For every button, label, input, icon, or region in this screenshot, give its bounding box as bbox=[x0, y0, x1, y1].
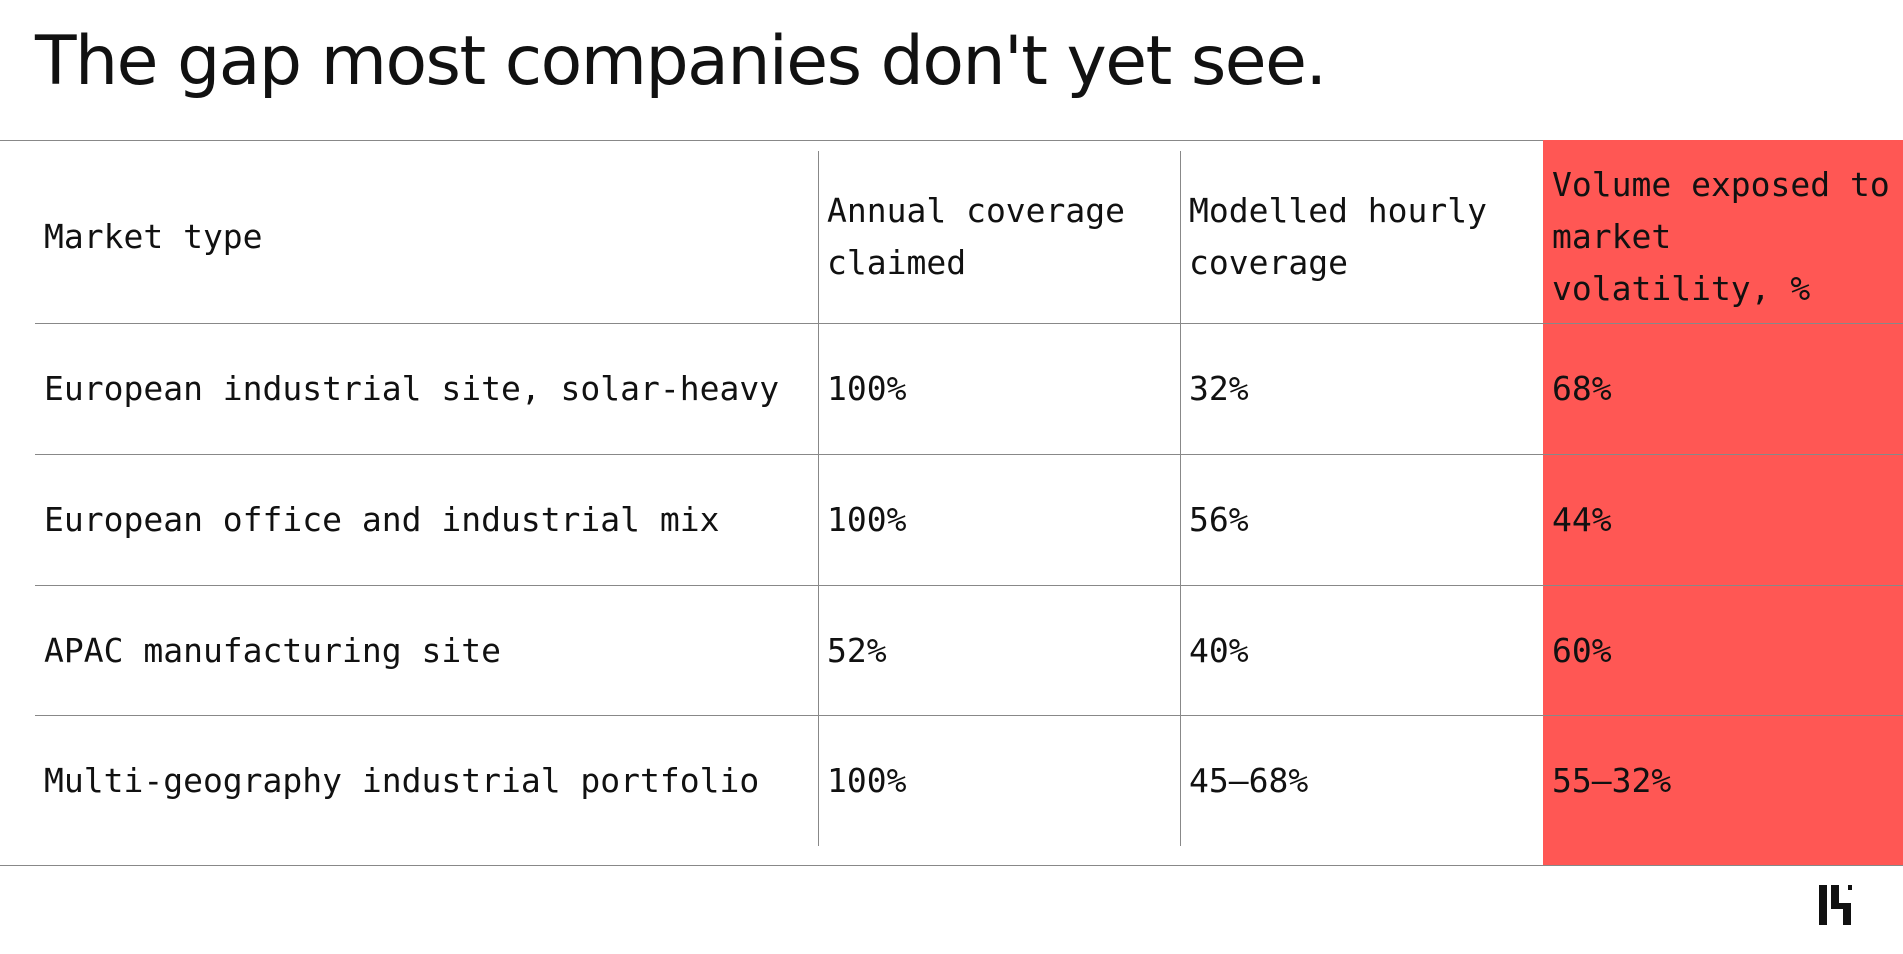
column-header-hourly-coverage: Modelled hourly coverage bbox=[1189, 190, 1488, 282]
market-type-cell: European industrial site, solar-heavy bbox=[44, 369, 780, 408]
hourly-coverage-cell: 45–68% bbox=[1189, 761, 1309, 800]
volume-exposed-cell: 68% bbox=[1552, 369, 1612, 408]
column-header-volume-exposed: Volume exposed to market volatility, % bbox=[1552, 164, 1890, 308]
market-type-cell: Multi-geography industrial portfolio bbox=[44, 761, 760, 800]
table-top-rule bbox=[0, 140, 1903, 141]
row-divider bbox=[35, 323, 1903, 324]
row-divider bbox=[35, 454, 1903, 455]
table-bottom-rule bbox=[0, 865, 1903, 866]
hourly-coverage-cell: 40% bbox=[1189, 630, 1249, 670]
column-divider bbox=[1180, 151, 1181, 846]
market-type-cell: APAC manufacturing site bbox=[44, 630, 501, 670]
volume-exposed-cell: 60% bbox=[1552, 630, 1612, 670]
market-type-cell: European office and industrial mix bbox=[44, 500, 720, 539]
annual-coverage-cell: 100% bbox=[827, 369, 907, 408]
annual-coverage-cell: 100% bbox=[827, 500, 907, 539]
volume-exposed-cell: 44% bbox=[1552, 500, 1612, 539]
volume-exposed-cell: 55–32% bbox=[1552, 761, 1672, 800]
annual-coverage-cell: 100% bbox=[827, 761, 907, 800]
annual-coverage-cell: 52% bbox=[827, 630, 887, 670]
highlighted-column-background bbox=[1543, 140, 1903, 866]
brand-logo-icon bbox=[1819, 885, 1852, 925]
column-header-annual-coverage: Annual coverage claimed bbox=[827, 190, 1126, 282]
hourly-coverage-cell: 32% bbox=[1189, 369, 1249, 408]
row-divider bbox=[35, 715, 1903, 716]
column-header-market-type: Market type bbox=[44, 216, 263, 256]
hourly-coverage-cell: 56% bbox=[1189, 500, 1249, 539]
column-divider bbox=[818, 151, 819, 846]
row-divider bbox=[35, 585, 1903, 586]
page-title: The gap most companies don't yet see. bbox=[35, 22, 1327, 101]
